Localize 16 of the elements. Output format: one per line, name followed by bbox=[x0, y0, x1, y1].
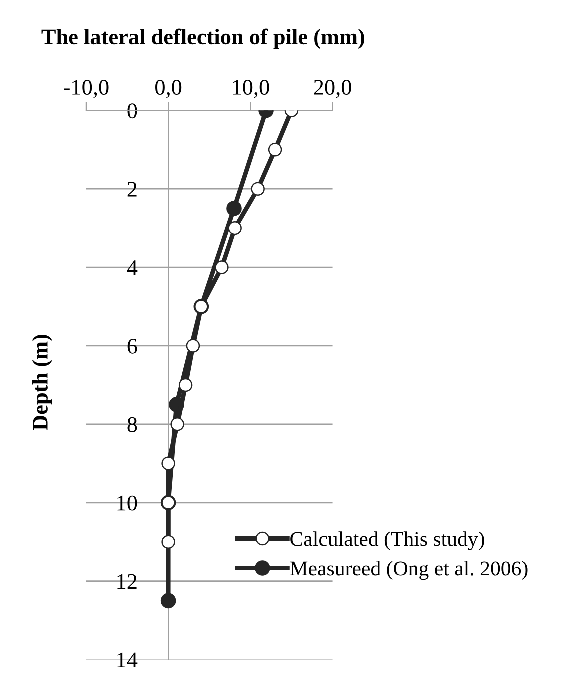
y-tick-label: 14 bbox=[118, 652, 138, 668]
chart-title: The lateral deflection of pile (mm) bbox=[42, 28, 364, 50]
x-tick-label: -10,0 bbox=[64, 80, 109, 98]
y-tick-label: 8 bbox=[128, 417, 138, 432]
x-tick-label: 20,0 bbox=[314, 80, 352, 98]
x-tick-label: 10,0 bbox=[233, 80, 270, 98]
y-axis-title: Depth (m) bbox=[32, 335, 52, 431]
y-tick-label: 0 bbox=[128, 104, 138, 119]
y-tick-label: 4 bbox=[127, 260, 138, 276]
y-tick-label: 12 bbox=[118, 574, 137, 590]
y-tick-label: 6 bbox=[128, 338, 138, 354]
y-tick-label: 2 bbox=[128, 182, 137, 197]
x-tick-label: 0,0 bbox=[156, 80, 182, 98]
legend-label: Measureed (Ong et al. 2006) bbox=[290, 561, 528, 580]
y-tick-label: 10 bbox=[118, 496, 138, 511]
legend-label: Calculated (This study) bbox=[290, 532, 484, 551]
